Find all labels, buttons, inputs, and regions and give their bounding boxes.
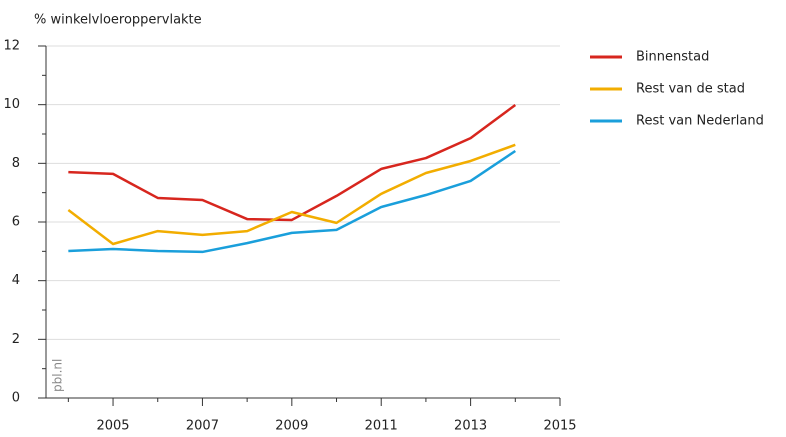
legend-label: Rest van Nederland — [636, 114, 764, 129]
y-tick-label: 12 — [3, 39, 20, 54]
x-tick-label: 2005 — [96, 419, 129, 434]
x-tick-label: 2015 — [543, 419, 576, 434]
y-tick-label: 8 — [12, 156, 20, 171]
y-axis-label: % winkelvloeroppervlakte — [34, 13, 202, 28]
y-tick-label: 6 — [12, 215, 20, 230]
data-line — [67, 143, 516, 246]
data-line — [68, 149, 516, 254]
y-tick-label: 2 — [12, 332, 20, 347]
y-tick-label: 4 — [12, 273, 20, 288]
y-tick-label: 0 — [12, 391, 20, 406]
y-tick-label: 10 — [3, 97, 20, 112]
x-tick-label: 2013 — [454, 419, 487, 434]
x-tick-label: 2009 — [275, 419, 308, 434]
x-tick-label: 2011 — [365, 419, 398, 434]
data-line — [68, 103, 517, 222]
legend-label: Rest van de stad — [636, 82, 745, 97]
legend-label: Binnenstad — [636, 50, 709, 65]
source-watermark: pbl.nl — [51, 359, 65, 392]
x-tick-label: 2007 — [186, 419, 219, 434]
